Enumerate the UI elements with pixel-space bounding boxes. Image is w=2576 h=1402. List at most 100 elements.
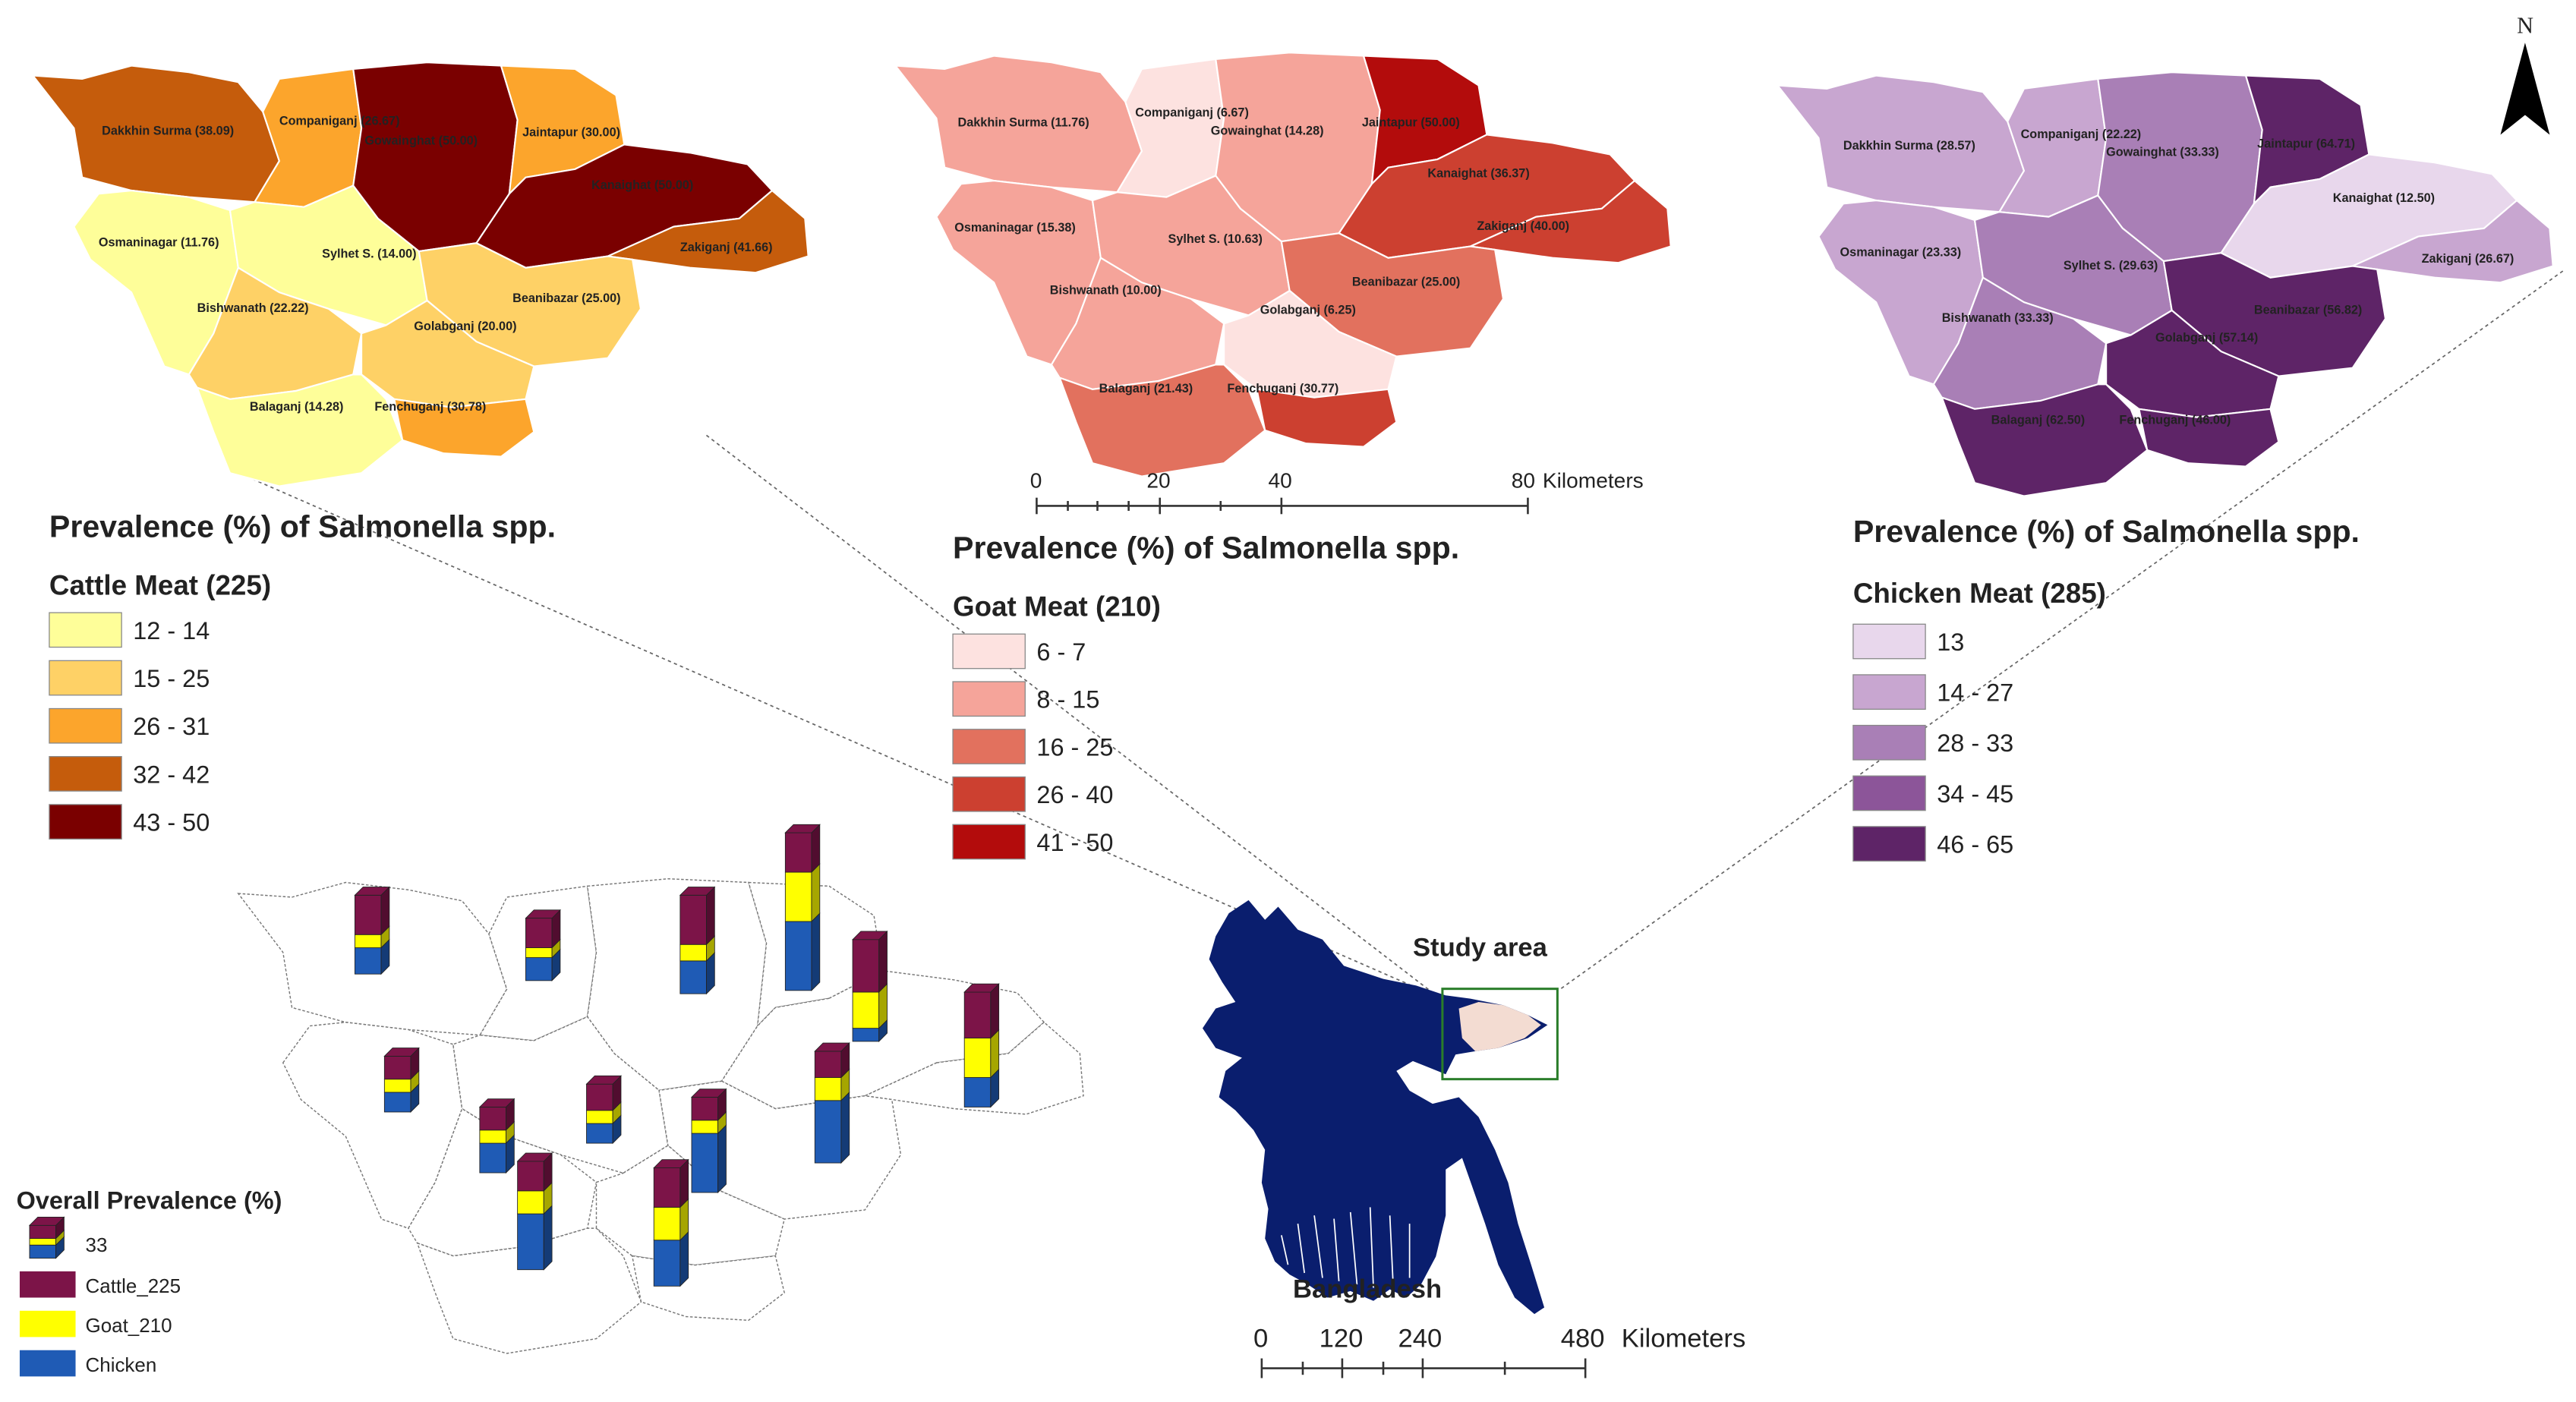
study-area-box	[1441, 988, 1559, 1081]
chicken-legend-subtitle: Chicken Meat (285)	[1853, 578, 2106, 609]
cattle-legend-swatch-3	[49, 756, 122, 792]
chicken-district-labels: Dakkhin Surma (28.57) Companiganj (22.22…	[1840, 128, 2515, 427]
overall-bar-5-segment-0	[963, 1077, 992, 1107]
overall-bar-9-top	[690, 1089, 727, 1098]
overall-bar-11-segment-2	[517, 1161, 544, 1192]
overall-bar-4-side-2	[878, 930, 888, 994]
overall-bar-3-side-1	[811, 863, 821, 922]
cattle-legend-swatch-1	[49, 660, 122, 696]
cattle-legend-label-4: 43 - 50	[133, 809, 210, 836]
chicken-legend-items: 13 14 - 27 28 - 33 34 - 45 46 - 65	[1852, 623, 2013, 862]
overall-bar-12-segment-0	[653, 1240, 681, 1287]
overall-bar-11-segment-0	[517, 1213, 544, 1271]
overall-bar-8-segment-1	[586, 1110, 613, 1124]
chicken-label-fenchuganj: Fenchuganj (46.00)	[2119, 413, 2231, 427]
chicken-legend-label-3: 34 - 45	[1937, 780, 2013, 808]
overall-bar-12	[653, 1158, 689, 1287]
chicken-district-beanibazar	[2162, 252, 2387, 377]
goat-label-zakiganj: Zakiganj (40.00)	[1477, 219, 1569, 233]
overall-bar-9-segment-1	[691, 1120, 719, 1134]
overall-bar-4-segment-0	[852, 1028, 880, 1042]
overall-bar-6-segment-2	[383, 1055, 411, 1080]
overall-legend-label-2: Chicken	[86, 1353, 157, 1376]
study-area-shape	[1458, 1001, 1541, 1051]
overall-bar-8-segment-0	[586, 1123, 613, 1144]
chicken-label-balaganj: Balaganj (62.50)	[1991, 413, 2086, 427]
chicken-district-fenchuganj	[2138, 408, 2280, 468]
overall-bar-10-top	[814, 1042, 850, 1052]
overall-bar-1-segment-1	[525, 947, 553, 958]
goat-legend-swatch-3	[952, 776, 1026, 812]
cattle-label-dakkhin-surma: Dakkhin Surma (38.09)	[102, 124, 234, 137]
goat-legend-swatch-0	[952, 633, 1026, 669]
overall-bar-11-segment-1	[517, 1190, 544, 1215]
chicken-label-beanibazar: Beanibazar (56.82)	[2254, 303, 2362, 317]
goat-legend-label-1: 8 - 15	[1036, 686, 1099, 714]
overall-bar-2-segment-0	[679, 960, 707, 994]
overall-bar-10-segment-0	[814, 1100, 842, 1164]
overall-bar-7-top	[478, 1098, 516, 1107]
overall-bar-2-segment-2	[679, 894, 707, 945]
cattle-label-jaintapur: Jaintapur (30.00)	[522, 126, 620, 140]
goat-label-dakkhin-surma: Dakkhin Surma (11.76)	[958, 116, 1089, 130]
chicken-district-balaganj	[1940, 383, 2149, 497]
overall-legend-swatch-2	[19, 1350, 76, 1377]
overall-bar-2-top	[679, 887, 716, 896]
overall-bar-12-side-0	[679, 1230, 689, 1287]
bangladesh-scale-tick-120: 120	[1320, 1324, 1364, 1353]
overall-bar-10-side-0	[840, 1091, 850, 1164]
overall-legend-sample	[28, 1216, 65, 1259]
chicken-label-golabganj: Golabganj (57.14)	[2155, 331, 2258, 345]
chicken-legend-label-4: 46 - 65	[1937, 830, 2013, 858]
delta-rivers	[1280, 1207, 1411, 1288]
goat-legend-swatch-2	[952, 729, 1026, 764]
goat-label-balaganj: Balaganj (21.43)	[1099, 382, 1193, 395]
overall-bar-6-segment-0	[383, 1092, 411, 1113]
chicken-legend-swatch-1	[1852, 674, 1926, 710]
cattle-legend-label-2: 26 - 31	[133, 713, 210, 740]
cattle-legend-subtitle: Cattle Meat (225)	[49, 569, 271, 600]
overall-legend-sample-segment-0	[29, 1244, 57, 1259]
chicken-legend: Prevalence (%) of Salmonella spp. Chicke…	[1852, 514, 2360, 862]
bangladesh-scale-tick-0: 0	[1253, 1324, 1268, 1353]
cattle-label-sylhet-sadar: Sylhet S. (14.00)	[322, 247, 416, 261]
goat-district-beanibazar	[1280, 232, 1505, 358]
overall-bar-0	[354, 886, 390, 975]
overall-bar-6	[383, 1047, 420, 1114]
cattle-label-osmaninagar: Osmaninagar (11.76)	[99, 236, 219, 250]
goat-label-jaintapur: Jaintapur (50.00)	[1362, 116, 1460, 130]
cattle-label-companiganj: Companiganj (26.67)	[279, 114, 400, 128]
north-arrow-icon	[2500, 43, 2550, 135]
chicken-label-bishwanath: Bishwanath (33.33)	[1942, 311, 2054, 325]
overall-bar-3	[784, 824, 821, 991]
overall-legend-label-0: Cattle_225	[86, 1274, 181, 1297]
overall-bar-7	[478, 1098, 516, 1174]
overall-bar-9-segment-2	[691, 1097, 719, 1121]
overall-bar-5-segment-2	[963, 991, 992, 1039]
cattle-legend-label-3: 32 - 42	[133, 761, 210, 788]
overall-bar-11-side-0	[543, 1205, 553, 1271]
cattle-legend-label-0: 12 - 14	[133, 617, 210, 644]
goat-scale-tick-80: 80	[1512, 469, 1535, 493]
overall-bar-0-segment-0	[354, 947, 382, 975]
goat-label-gowainghat: Gowainghat (14.28)	[1211, 124, 1324, 137]
overall-bar-7-segment-1	[479, 1129, 506, 1144]
overall-bar-7-segment-0	[479, 1142, 506, 1174]
chicken-legend-title: Prevalence (%) of Salmonella spp.	[1853, 514, 2360, 549]
goat-district-balaganj	[1058, 364, 1266, 477]
overall-bar-3-segment-0	[784, 921, 812, 991]
goat-scale-tick-20: 20	[1146, 469, 1170, 493]
connector-line-goat	[705, 434, 1450, 1006]
overall-bar-4-top	[852, 931, 888, 940]
chicken-legend-label-1: 14 - 27	[1937, 679, 2013, 707]
goat-legend-label-4: 41 - 50	[1036, 829, 1113, 856]
north-arrow-label: N	[2517, 12, 2533, 38]
overall-bar-1-top	[525, 909, 561, 919]
overall-legend-sample-segment-1	[29, 1238, 57, 1246]
chicken-label-gowainghat: Gowainghat (33.33)	[2106, 146, 2219, 159]
chicken-label-dakkhin-surma: Dakkhin Surma (28.57)	[1843, 139, 1975, 153]
overall-bar-7-segment-2	[479, 1107, 506, 1131]
overall-bar-1-segment-0	[525, 957, 553, 981]
goat-label-companiganj: Companiganj (6.67)	[1135, 106, 1249, 120]
chicken-label-kanaighat: Kanaighat (12.50)	[2333, 191, 2435, 205]
